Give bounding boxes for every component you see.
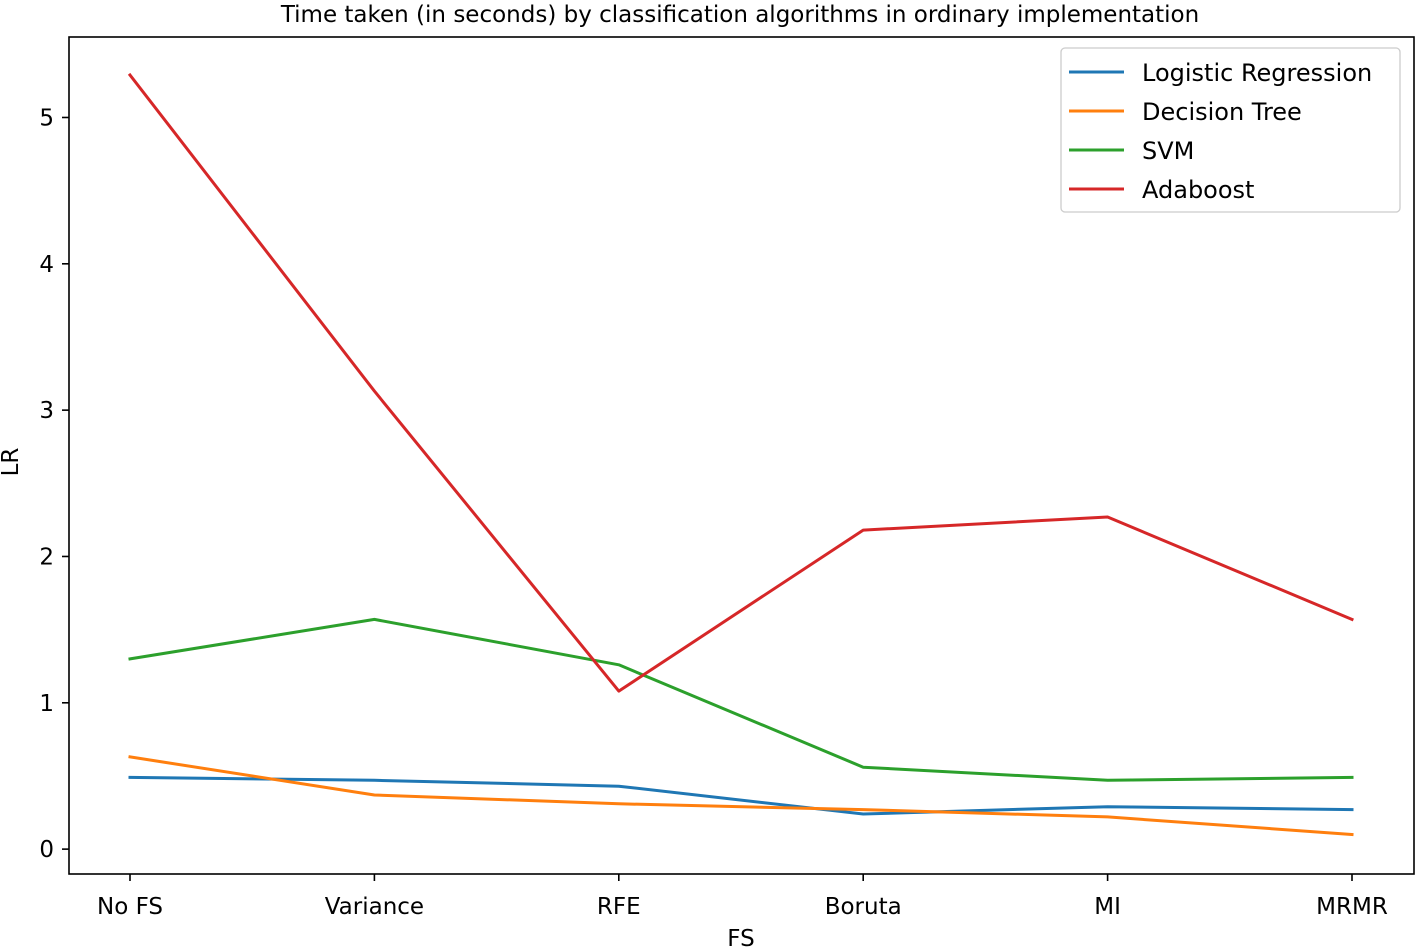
series-line-adaboost (127, 72, 1354, 693)
plot-frame (68, 36, 1415, 875)
chart-title: Time taken (in seconds) by classificatio… (280, 2, 1199, 28)
y-tick-label: 2 (39, 544, 54, 570)
x-tick-label: No FS (97, 894, 163, 920)
y-tick-label: 4 (39, 252, 54, 278)
legend-label-logistic-regression: Logistic Regression (1142, 59, 1372, 87)
x-tick-label: RFE (597, 894, 641, 920)
series-lines (127, 72, 1354, 837)
legend: Logistic Regression Decision Tree SVM Adabo… (1060, 47, 1401, 213)
y-tick-label: 5 (39, 105, 54, 131)
y-tick-label: 3 (39, 398, 54, 424)
legend-frame (1060, 47, 1401, 213)
y-axis: 0 1 2 3 4 5 (39, 105, 69, 863)
x-axis: No FS Variance RFE Boruta MI MRMR (97, 874, 1388, 920)
x-tick-label: Boruta (825, 894, 902, 920)
x-axis-label: FS (727, 926, 754, 950)
series-line-decision-tree (128, 755, 1354, 837)
y-tick-label: 0 (39, 837, 54, 863)
series-line-svm (128, 617, 1354, 782)
y-axis-label: LR (0, 448, 24, 477)
plot-area (68, 36, 1415, 875)
legend-label-decision-tree: Decision Tree (1142, 98, 1302, 126)
legend-label-svm: SVM (1142, 137, 1194, 165)
y-tick-label: 1 (39, 691, 54, 717)
x-tick-label: MRMR (1316, 894, 1388, 920)
x-tick-label: MI (1094, 894, 1121, 920)
x-tick-label: Variance (325, 894, 424, 920)
series-line-logistic-regression (128, 775, 1354, 816)
legend-label-adaboost: Adaboost (1142, 176, 1254, 204)
